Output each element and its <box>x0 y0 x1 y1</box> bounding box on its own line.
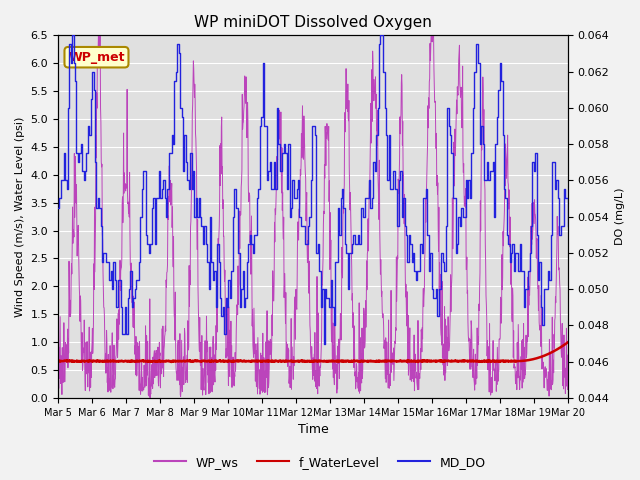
Y-axis label: Wind Speed (m/s), Water Level (psi): Wind Speed (m/s), Water Level (psi) <box>15 117 25 317</box>
Legend: WP_ws, f_WaterLevel, MD_DO: WP_ws, f_WaterLevel, MD_DO <box>149 451 491 474</box>
X-axis label: Time: Time <box>298 423 328 436</box>
Y-axis label: DO (mg/L): DO (mg/L) <box>615 188 625 245</box>
Text: WP_met: WP_met <box>68 51 125 64</box>
Title: WP miniDOT Dissolved Oxygen: WP miniDOT Dissolved Oxygen <box>194 15 432 30</box>
